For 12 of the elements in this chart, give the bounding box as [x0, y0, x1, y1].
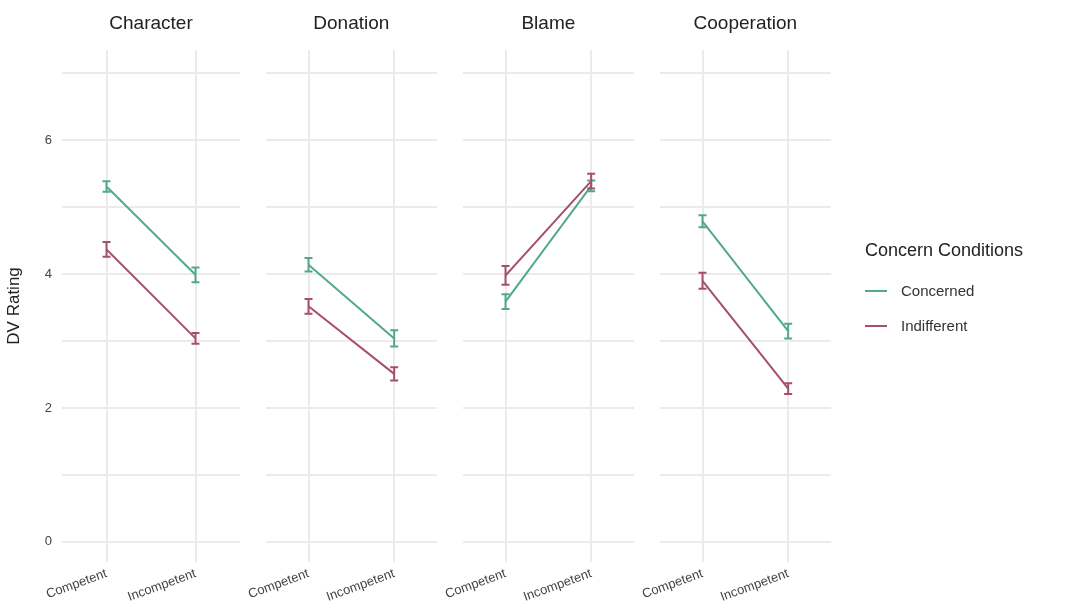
chart-title: Cooperation [693, 12, 798, 34]
chart-title: Blame [521, 12, 576, 34]
legend-label: Indifferent [901, 317, 968, 334]
legend-title: Concern Conditions [865, 240, 1024, 261]
y-tick-label: 4 [44, 265, 52, 281]
y-axis-title: DV Rating [3, 267, 23, 345]
legend-label: Concerned [901, 282, 975, 299]
chart-title: Donation [313, 12, 390, 34]
chart-title: Character [109, 12, 194, 34]
y-tick-label: 2 [44, 399, 52, 415]
y-tick-label: 0 [44, 533, 52, 549]
y-tick-label: 6 [44, 131, 52, 147]
